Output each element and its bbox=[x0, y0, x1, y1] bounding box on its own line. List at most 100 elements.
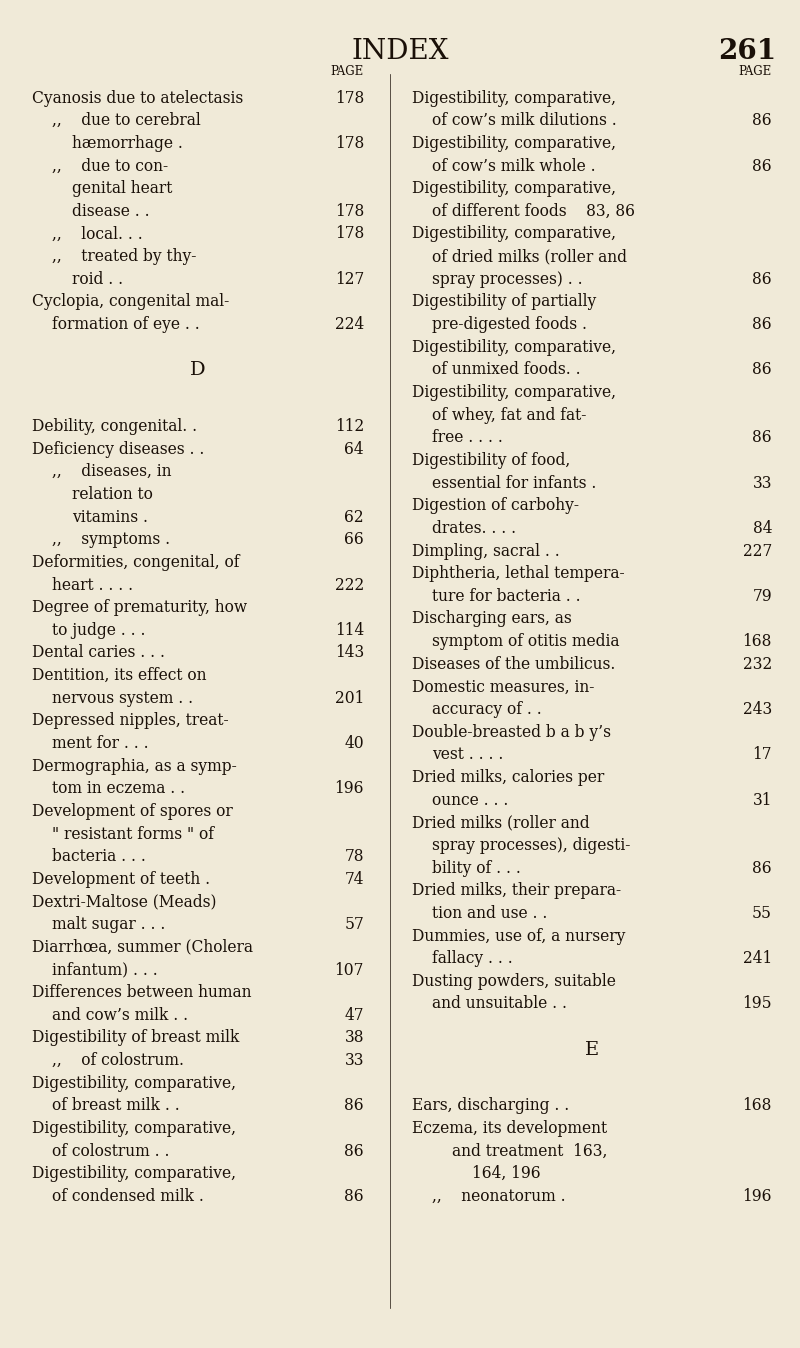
Text: D: D bbox=[190, 361, 206, 379]
Text: Dentition, its effect on: Dentition, its effect on bbox=[32, 667, 206, 683]
Text: Digestibility, comparative,: Digestibility, comparative, bbox=[412, 181, 616, 197]
Text: Eczema, its development: Eczema, its development bbox=[412, 1120, 607, 1136]
Text: 47: 47 bbox=[345, 1007, 364, 1023]
Text: infantum) . . .: infantum) . . . bbox=[52, 961, 158, 979]
Text: Dimpling, sacral . .: Dimpling, sacral . . bbox=[412, 542, 560, 559]
Text: Double-breasted b a b y’s: Double-breasted b a b y’s bbox=[412, 724, 611, 740]
Text: Diarrhœa, summer (Cholera: Diarrhœa, summer (Cholera bbox=[32, 938, 253, 956]
Text: 86: 86 bbox=[752, 271, 772, 287]
Text: 78: 78 bbox=[345, 848, 364, 865]
Text: 40: 40 bbox=[344, 735, 364, 752]
Text: relation to: relation to bbox=[72, 485, 153, 503]
Text: ,,    local. . .: ,, local. . . bbox=[52, 225, 142, 243]
Text: Digestibility of breast milk: Digestibility of breast milk bbox=[32, 1030, 239, 1046]
Text: 86: 86 bbox=[344, 1143, 364, 1159]
Text: 227: 227 bbox=[742, 542, 772, 559]
Text: malt sugar . . .: malt sugar . . . bbox=[52, 917, 166, 933]
Text: 64: 64 bbox=[344, 441, 364, 457]
Text: 232: 232 bbox=[742, 655, 772, 673]
Text: 178: 178 bbox=[334, 225, 364, 243]
Text: 224: 224 bbox=[334, 315, 364, 333]
Text: 57: 57 bbox=[344, 917, 364, 933]
Text: ture for bacteria . .: ture for bacteria . . bbox=[432, 588, 581, 605]
Text: 86: 86 bbox=[752, 429, 772, 446]
Text: nervous system . .: nervous system . . bbox=[52, 690, 193, 706]
Text: to judge . . .: to judge . . . bbox=[52, 621, 146, 639]
Text: Development of spores or: Development of spores or bbox=[32, 803, 233, 820]
Text: Dried milks, their prepara-: Dried milks, their prepara- bbox=[412, 882, 621, 899]
Text: Digestibility of food,: Digestibility of food, bbox=[412, 452, 570, 469]
Text: of dried milks (roller and: of dried milks (roller and bbox=[432, 248, 627, 266]
Text: 66: 66 bbox=[344, 531, 364, 549]
Text: essential for infants .: essential for infants . bbox=[432, 474, 596, 492]
Text: genital heart: genital heart bbox=[72, 181, 172, 197]
Text: accuracy of . .: accuracy of . . bbox=[432, 701, 542, 718]
Text: spray processes) . .: spray processes) . . bbox=[432, 271, 582, 287]
Text: ,,    symptoms .: ,, symptoms . bbox=[52, 531, 170, 549]
Text: 107: 107 bbox=[334, 961, 364, 979]
Text: 195: 195 bbox=[742, 995, 772, 1012]
Text: fallacy . . .: fallacy . . . bbox=[432, 950, 513, 967]
Text: of different foods    83, 86: of different foods 83, 86 bbox=[432, 202, 635, 220]
Text: bacteria . . .: bacteria . . . bbox=[52, 848, 146, 865]
Text: ,,    due to con-: ,, due to con- bbox=[52, 158, 168, 174]
Text: vest . . . .: vest . . . . bbox=[432, 747, 503, 763]
Text: 17: 17 bbox=[753, 747, 772, 763]
Text: 86: 86 bbox=[752, 860, 772, 876]
Text: Discharging ears, as: Discharging ears, as bbox=[412, 611, 572, 627]
Text: Dummies, use of, a nursery: Dummies, use of, a nursery bbox=[412, 927, 626, 945]
Text: 243: 243 bbox=[742, 701, 772, 718]
Text: PAGE: PAGE bbox=[738, 65, 772, 78]
Text: vitamins .: vitamins . bbox=[72, 508, 148, 526]
Text: 86: 86 bbox=[752, 158, 772, 174]
Text: ,,    due to cerebral: ,, due to cerebral bbox=[52, 112, 201, 129]
Text: of cow’s milk whole .: of cow’s milk whole . bbox=[432, 158, 596, 174]
Text: Debility, congenital. .: Debility, congenital. . bbox=[32, 418, 197, 435]
Text: 62: 62 bbox=[344, 508, 364, 526]
Text: and unsuitable . .: and unsuitable . . bbox=[432, 995, 567, 1012]
Text: Cyanosis due to atelectasis: Cyanosis due to atelectasis bbox=[32, 89, 243, 106]
Text: ,,    treated by thy-: ,, treated by thy- bbox=[52, 248, 196, 266]
Text: INDEX: INDEX bbox=[351, 38, 449, 65]
Text: bility of . . .: bility of . . . bbox=[432, 860, 521, 876]
Text: and cow’s milk . .: and cow’s milk . . bbox=[52, 1007, 188, 1023]
Text: symptom of otitis media: symptom of otitis media bbox=[432, 634, 619, 650]
Text: Digestibility, comparative,: Digestibility, comparative, bbox=[32, 1120, 236, 1136]
Text: heart . . . .: heart . . . . bbox=[52, 577, 133, 593]
Text: Deficiency diseases . .: Deficiency diseases . . bbox=[32, 441, 204, 457]
Text: of colostrum . .: of colostrum . . bbox=[52, 1143, 170, 1159]
Text: roid . .: roid . . bbox=[72, 271, 123, 287]
Text: 74: 74 bbox=[345, 871, 364, 888]
Text: 86: 86 bbox=[344, 1188, 364, 1205]
Text: 55: 55 bbox=[752, 905, 772, 922]
Text: 178: 178 bbox=[334, 202, 364, 220]
Text: 261: 261 bbox=[718, 38, 776, 65]
Text: 201: 201 bbox=[334, 690, 364, 706]
Text: 112: 112 bbox=[334, 418, 364, 435]
Text: spray processes), digesti-: spray processes), digesti- bbox=[432, 837, 630, 853]
Text: of unmixed foods. .: of unmixed foods. . bbox=[432, 361, 581, 379]
Text: ounce . . .: ounce . . . bbox=[432, 791, 508, 809]
Text: pre-digested foods .: pre-digested foods . bbox=[432, 315, 587, 333]
Text: 241: 241 bbox=[742, 950, 772, 967]
Text: 196: 196 bbox=[334, 780, 364, 797]
Text: tion and use . .: tion and use . . bbox=[432, 905, 547, 922]
Text: Digestibility, comparative,: Digestibility, comparative, bbox=[412, 384, 616, 400]
Text: " resistant forms " of: " resistant forms " of bbox=[52, 825, 214, 842]
Text: 143: 143 bbox=[334, 644, 364, 662]
Text: ,,    of colostrum.: ,, of colostrum. bbox=[52, 1051, 184, 1069]
Text: Dental caries . . .: Dental caries . . . bbox=[32, 644, 165, 662]
Text: formation of eye . .: formation of eye . . bbox=[52, 315, 200, 333]
Text: 86: 86 bbox=[344, 1097, 364, 1115]
Text: Domestic measures, in-: Domestic measures, in- bbox=[412, 678, 594, 696]
Text: Dried milks, calories per: Dried milks, calories per bbox=[412, 768, 604, 786]
Text: ,,    neonatorum .: ,, neonatorum . bbox=[432, 1188, 566, 1205]
Text: Dusting powders, suitable: Dusting powders, suitable bbox=[412, 973, 616, 989]
Text: Dermographia, as a symp-: Dermographia, as a symp- bbox=[32, 758, 237, 775]
Text: 31: 31 bbox=[753, 791, 772, 809]
Text: Digestion of carbohy-: Digestion of carbohy- bbox=[412, 497, 579, 514]
Text: Diseases of the umbilicus.: Diseases of the umbilicus. bbox=[412, 655, 615, 673]
Text: of cow’s milk dilutions .: of cow’s milk dilutions . bbox=[432, 112, 617, 129]
Text: ment for . . .: ment for . . . bbox=[52, 735, 149, 752]
Text: Diphtheria, lethal tempera-: Diphtheria, lethal tempera- bbox=[412, 565, 625, 582]
